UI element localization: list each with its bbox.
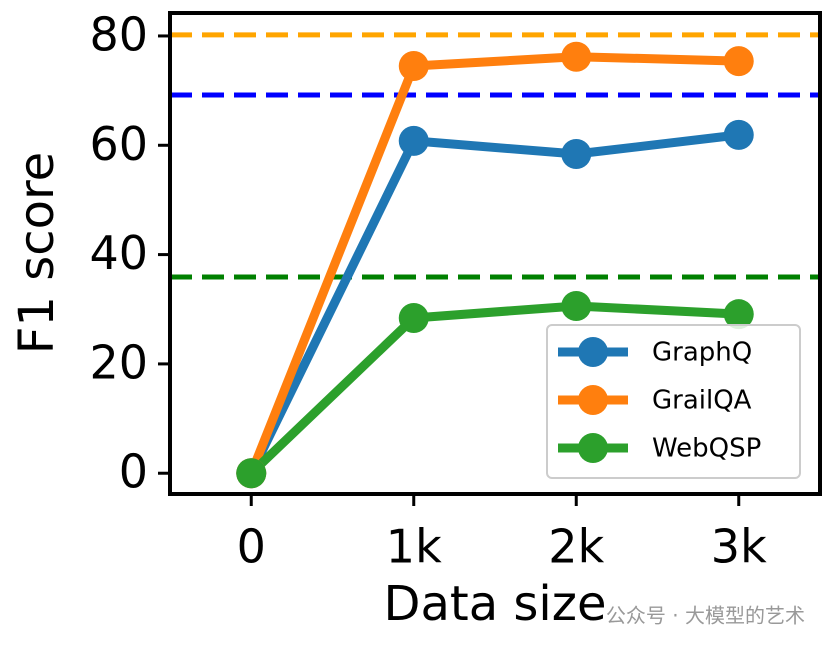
watermark: 公众号 · 大模型的艺术 (606, 604, 805, 628)
point (236, 458, 267, 489)
y-tick-label: 40 (89, 226, 148, 280)
x-axis-label: Data size (384, 576, 607, 632)
y-tick-label: 80 (89, 7, 148, 61)
x-tick-label: 1k (386, 520, 442, 574)
plot-frame (168, 11, 822, 496)
point (398, 302, 429, 333)
point (561, 139, 592, 170)
legend-marker (578, 337, 608, 367)
x-tick-label: 2k (548, 520, 604, 574)
y-tick-label: 60 (89, 117, 148, 171)
y-axis-label: F1 score (9, 152, 65, 354)
point (561, 41, 592, 72)
series-line (247, 52, 739, 475)
legend-label: GrailQA (652, 386, 752, 416)
point (561, 290, 592, 321)
x-tick-label: 0 (237, 520, 266, 574)
point (398, 125, 429, 156)
x-tick-label: 3k (711, 520, 767, 574)
legend-label: WebQSP (652, 434, 761, 464)
point (398, 51, 429, 82)
y-tick-label: 20 (89, 335, 148, 389)
legend-box (546, 324, 801, 479)
point (723, 119, 754, 150)
legend-label: GraphQ (652, 338, 752, 368)
series-line (247, 130, 740, 476)
series-line (248, 301, 739, 477)
point (723, 46, 754, 77)
y-tick-label: 0 (119, 445, 148, 499)
legend-marker (578, 385, 608, 415)
legend-marker (578, 433, 608, 463)
point (723, 299, 754, 330)
